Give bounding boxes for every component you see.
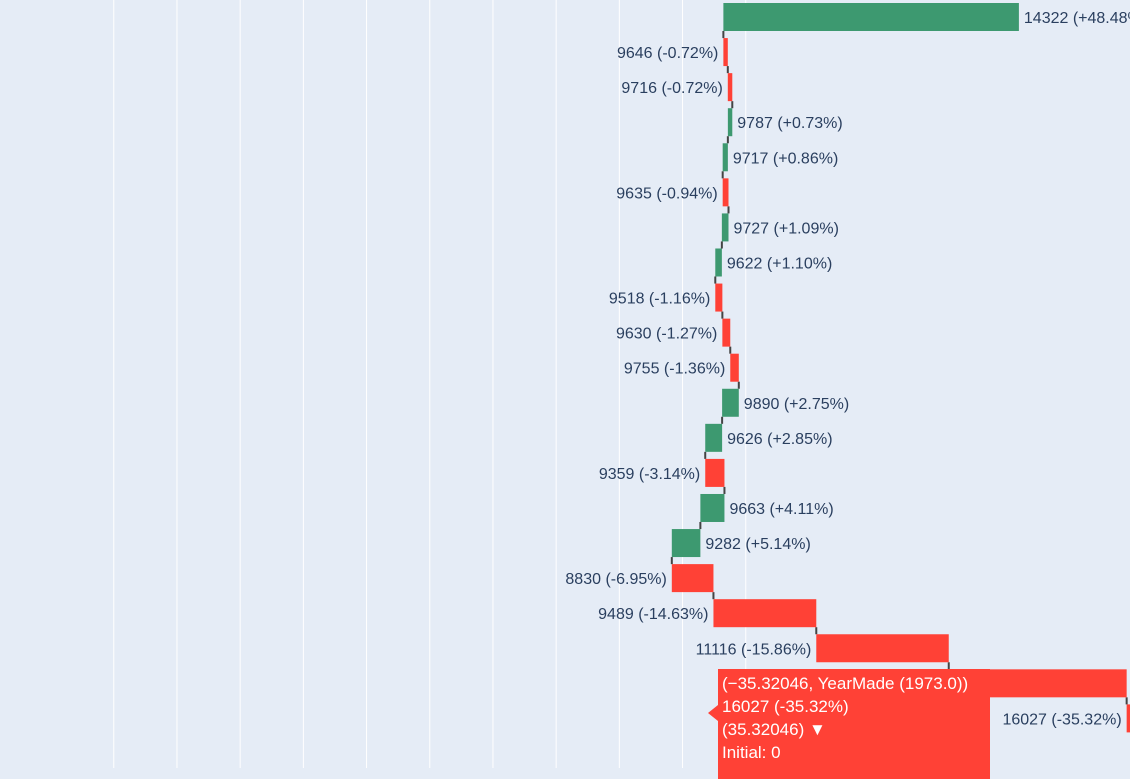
bar-value-label: 9717 (+0.86%) xyxy=(733,150,838,167)
waterfall-bar[interactable] xyxy=(713,599,816,627)
bar-value-label: 9518 (-1.16%) xyxy=(609,291,710,308)
waterfall-bar[interactable] xyxy=(728,108,732,136)
waterfall-bar[interactable] xyxy=(722,389,739,417)
bars xyxy=(672,3,1130,732)
bar-value-label: 9646 (-0.72%) xyxy=(617,45,718,62)
waterfall-bar[interactable] xyxy=(700,494,724,522)
bar-value-label: 11116 (-15.86%) xyxy=(696,641,812,658)
bar-value-label: 9663 (+4.11%) xyxy=(729,501,833,518)
bar-value-label: 8830 (-6.95%) xyxy=(565,571,666,588)
waterfall-bar[interactable] xyxy=(723,3,1019,31)
waterfall-bar[interactable] xyxy=(816,634,948,662)
tooltip-arrow xyxy=(708,705,718,721)
bar-value-label: 9716 (-0.72%) xyxy=(621,80,722,97)
waterfall-bar[interactable] xyxy=(715,284,722,312)
waterfall-bar[interactable] xyxy=(723,178,729,206)
tooltip-line-3: (35.32046) ▼ xyxy=(722,718,990,741)
bar-value-label: 9755 (-1.36%) xyxy=(624,361,725,378)
tooltip-line-1: (−35.32046, YearMade (1973.0)) xyxy=(722,672,990,695)
bar-value-label: 9626 (+2.85%) xyxy=(727,431,832,448)
waterfall-bar[interactable] xyxy=(730,354,739,382)
bar-value-label: 9787 (+0.73%) xyxy=(737,115,842,132)
bar-labels: 14322 (+48.48%) 9646 (-0.72%) 9716 (-0.72%… xyxy=(565,10,1130,728)
bar-value-label: 9890 (+2.75%) xyxy=(744,396,849,413)
waterfall-bar[interactable] xyxy=(722,319,730,347)
waterfall-bar[interactable] xyxy=(723,38,727,66)
gridlines xyxy=(114,0,746,768)
bar-value-label: 9727 (+1.09%) xyxy=(733,220,838,237)
waterfall-bar[interactable] xyxy=(723,143,728,171)
bar-value-label: 9359 (-3.14%) xyxy=(599,466,700,483)
waterfall-bar[interactable] xyxy=(672,564,714,592)
bar-value-label: 9489 (-14.63%) xyxy=(598,606,708,623)
hover-tooltip: (−35.32046, YearMade (1973.0)) 16027 (-3… xyxy=(718,669,990,779)
bar-value-label: 14322 (+48.48%) xyxy=(1024,10,1130,27)
bar-value-label: 9630 (-1.27%) xyxy=(616,326,717,343)
waterfall-bar[interactable] xyxy=(722,213,729,241)
waterfall-bar[interactable] xyxy=(705,459,724,487)
bar-value-label: 16027 (-35.32%) xyxy=(1002,711,1121,728)
waterfall-bar[interactable] xyxy=(705,424,722,452)
tooltip-line-4: Initial: 0 xyxy=(722,741,990,764)
tooltip-line-2: 16027 (-35.32%) xyxy=(722,695,990,718)
waterfall-bar[interactable] xyxy=(715,248,722,276)
waterfall-bar[interactable] xyxy=(728,73,732,101)
waterfall-bar[interactable] xyxy=(1127,704,1130,732)
bar-value-label: 9622 (+1.10%) xyxy=(727,255,832,272)
bar-value-label: 9282 (+5.14%) xyxy=(705,536,810,553)
waterfall-bar[interactable] xyxy=(672,529,701,557)
bar-value-label: 9635 (-0.94%) xyxy=(616,185,717,202)
